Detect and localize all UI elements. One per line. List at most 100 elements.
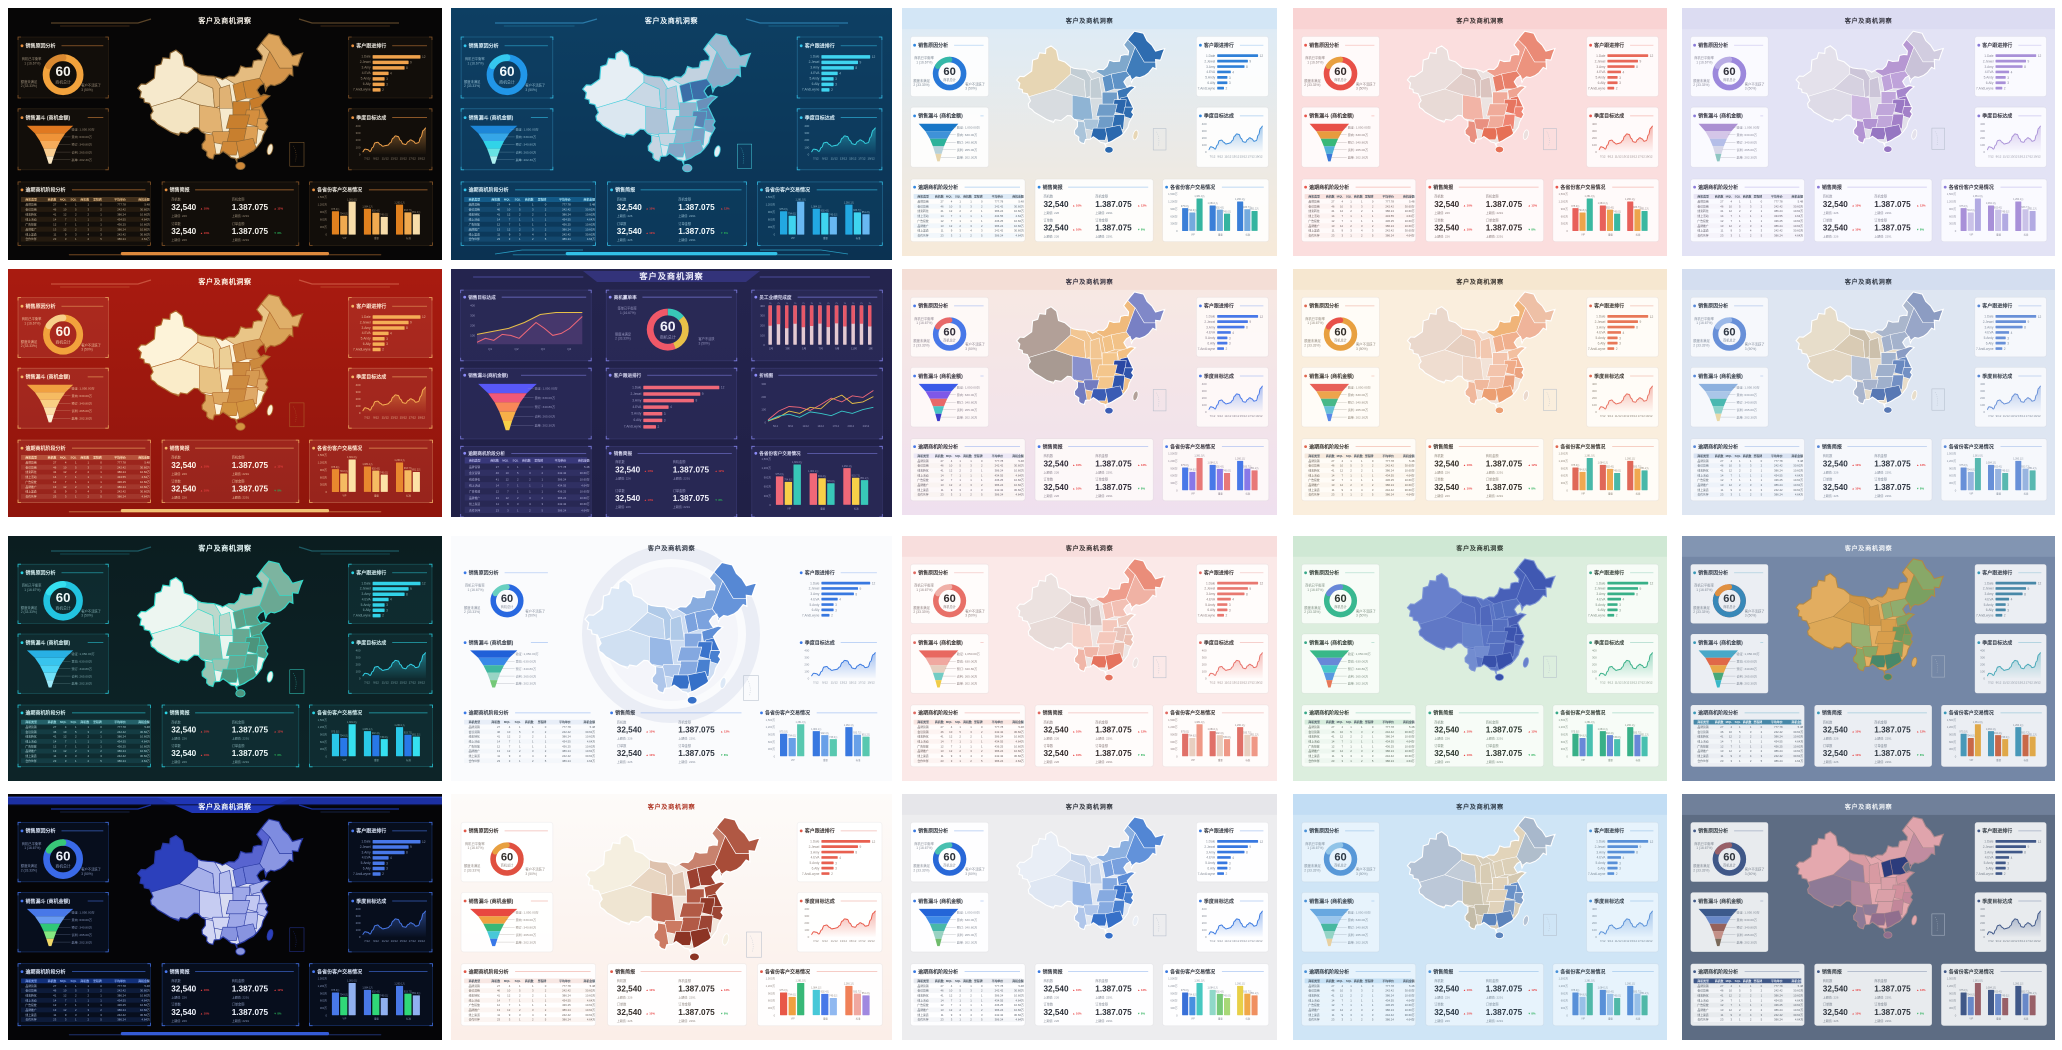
svg-text:3: 3	[529, 496, 531, 500]
svg-text:11/12: 11/12	[831, 157, 838, 161]
svg-text:386.24: 386.24	[1385, 209, 1394, 213]
svg-text:广告投放: 广告投放	[1308, 744, 1319, 748]
svg-text:2: 2	[1372, 730, 1374, 734]
svg-text:794.6万: 794.6万	[1967, 469, 1976, 472]
svg-text:200: 200	[1592, 136, 1597, 140]
svg-text:1,260.1万: 1,260.1万	[844, 983, 855, 986]
svg-text:46: 46	[1720, 464, 1724, 468]
svg-text:客户不活跃了: 客户不活跃了	[1356, 867, 1376, 872]
svg-text:7: 7	[1342, 1003, 1344, 1007]
svg-text:2 (33.33%): 2 (33.33%)	[21, 610, 37, 614]
svg-text:434.55: 434.55	[117, 740, 126, 744]
svg-text:商机已平衡率: 商机已平衡率	[22, 841, 42, 846]
svg-text:933.7万: 933.7万	[404, 209, 413, 212]
svg-text:5: 5	[100, 237, 102, 241]
svg-text:▲ 10%: ▲ 10%	[1463, 463, 1473, 467]
svg-text:9: 9	[65, 490, 67, 494]
svg-text:标准: 标准	[2024, 232, 2029, 236]
svg-text:2: 2	[88, 495, 90, 499]
svg-text:合作伙伴: 合作伙伴	[1697, 234, 1708, 238]
svg-text:100: 100	[1592, 669, 1597, 673]
svg-text:平均单价: 平均单价	[555, 458, 567, 463]
svg-text:41: 41	[497, 735, 501, 739]
svg-text:12: 12	[872, 840, 876, 844]
svg-text:436.25: 436.25	[995, 219, 1004, 223]
svg-text:▲ 10%: ▲ 10%	[200, 465, 210, 469]
svg-text:1 (16.67%): 1 (16.67%)	[916, 321, 932, 325]
svg-text:▲ 12%: ▲ 12%	[720, 729, 730, 733]
svg-text:客户跟进排行: 客户跟进排行	[1593, 570, 1624, 577]
svg-text:13: 13	[1720, 749, 1724, 753]
svg-text:3: 3	[970, 730, 972, 734]
svg-text:300: 300	[1202, 129, 1207, 133]
svg-text:7/12: 7/12	[1210, 154, 1216, 158]
svg-text:9: 9	[1640, 320, 1642, 324]
svg-text:重要: 重要	[820, 506, 825, 510]
svg-text:订单金额: 订单金额	[1486, 743, 1500, 748]
svg-text:1.Dale: 1.Dale	[1206, 581, 1215, 585]
svg-text:2: 2	[1750, 759, 1752, 763]
svg-text:17/12: 17/12	[858, 157, 866, 161]
svg-text:意向: 630.00万: 意向: 630.00万	[1737, 132, 1757, 137]
svg-text:6.Ally: 6.Ally	[363, 342, 371, 346]
svg-text:1: 1	[100, 735, 102, 739]
svg-text:里程碑: 里程碑	[974, 978, 983, 983]
svg-text:386.24: 386.24	[1774, 209, 1783, 213]
svg-text:客户不活跃了: 客户不活跃了	[1745, 867, 1765, 872]
svg-text:意向: 630.00万: 意向: 630.00万	[1348, 658, 1368, 663]
svg-text:1: 1	[75, 984, 77, 988]
svg-text:5: 5	[75, 730, 77, 734]
svg-text:会议营销: 会议营销	[917, 464, 928, 468]
svg-text:15/12: 15/12	[400, 939, 408, 943]
svg-text:▼ 8%: ▼ 8%	[1916, 227, 1924, 231]
svg-text:验证: 1,050.00万: 验证: 1,050.00万	[72, 386, 95, 391]
svg-text:额度未满足: 额度未满足	[615, 332, 632, 337]
svg-text:600万: 600万	[1170, 214, 1177, 218]
svg-text:3: 3	[1739, 1013, 1741, 1017]
svg-text:上期值: 226: 上期值: 226	[1434, 493, 1450, 498]
svg-text:商机金额: 商机金额	[678, 978, 692, 983]
svg-text:3: 3	[545, 1013, 547, 1017]
svg-text:1: 1	[1750, 725, 1752, 729]
svg-text:100: 100	[1202, 403, 1207, 407]
svg-text:商机类型: 商机类型	[1308, 453, 1320, 458]
svg-text:32,540: 32,540	[171, 984, 196, 993]
svg-text:3 (50%): 3 (50%)	[1745, 347, 1757, 351]
svg-text:19/12: 19/12	[1255, 154, 1263, 158]
svg-text:27: 27	[497, 984, 501, 988]
svg-text:商机类型: 商机类型	[25, 978, 37, 983]
svg-text:1.387.075: 1.387.075	[1486, 984, 1523, 993]
svg-text:1: 1	[545, 222, 547, 226]
svg-text:7.AndLwyne: 7.AndLwyne	[353, 872, 371, 876]
svg-text:▲ 12%: ▲ 12%	[1916, 729, 1926, 733]
svg-text:2: 2	[532, 994, 534, 998]
svg-text:5: 5	[1761, 1018, 1763, 1022]
svg-text:17/12: 17/12	[2026, 939, 2034, 943]
svg-text:41: 41	[1720, 209, 1724, 213]
svg-text:商机数: 商机数	[171, 978, 181, 983]
svg-text:902.4万: 902.4万	[1216, 466, 1225, 469]
svg-text:2: 2	[970, 1018, 972, 1022]
svg-text:上期值: 2291: 上期值: 2291	[1095, 234, 1113, 239]
svg-text:1: 1	[519, 998, 521, 1002]
svg-text:销售原因分析: 销售原因分析	[26, 570, 56, 577]
svg-text:3: 3	[1229, 608, 1231, 612]
svg-text:975.0万: 975.0万	[331, 466, 340, 469]
svg-text:386.24: 386.24	[117, 237, 126, 241]
svg-text:0: 0	[981, 459, 983, 463]
svg-text:900万: 900万	[1949, 991, 1956, 995]
svg-text:商机总计: 商机总计	[1334, 862, 1348, 867]
svg-text:4: 4	[1730, 199, 1732, 203]
svg-text:14: 14	[1720, 740, 1724, 744]
svg-text:3: 3	[951, 759, 953, 763]
svg-text:销售漏斗 (商机金额): 销售漏斗 (商机金额)	[26, 114, 71, 121]
svg-text:▲ 10%: ▲ 10%	[1852, 1012, 1862, 1016]
svg-text:商机赢单率: 商机赢单率	[614, 294, 637, 301]
svg-text:3: 3	[1730, 1018, 1732, 1022]
svg-text:7: 7	[951, 478, 953, 482]
svg-text:10.60万: 10.60万	[1014, 469, 1024, 473]
svg-text:4: 4	[1361, 488, 1363, 492]
svg-text:商机金额: 商机金额	[1403, 193, 1415, 198]
svg-text:11/12: 11/12	[2003, 939, 2010, 943]
svg-text:逾期商机阶段分析: 逾期商机阶段分析	[1309, 443, 1349, 450]
